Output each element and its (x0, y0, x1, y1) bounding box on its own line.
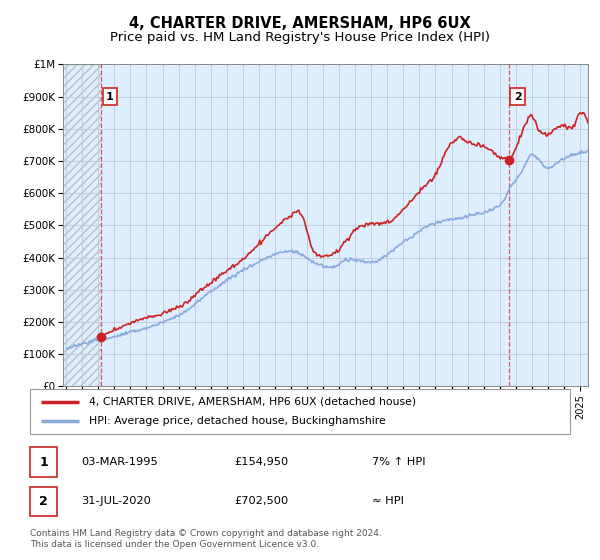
Text: £702,500: £702,500 (234, 496, 288, 506)
Text: HPI: Average price, detached house, Buckinghamshire: HPI: Average price, detached house, Buck… (89, 417, 386, 427)
Text: 7% ↑ HPI: 7% ↑ HPI (372, 457, 425, 467)
Text: Contains HM Land Registry data © Crown copyright and database right 2024.
This d: Contains HM Land Registry data © Crown c… (30, 529, 382, 549)
Text: 2: 2 (514, 92, 521, 101)
Text: 31-JUL-2020: 31-JUL-2020 (81, 496, 151, 506)
Text: 03-MAR-1995: 03-MAR-1995 (81, 457, 158, 467)
Text: 1: 1 (39, 455, 48, 469)
Bar (63, 64, 101, 386)
Text: ≈ HPI: ≈ HPI (372, 496, 404, 506)
Text: Price paid vs. HM Land Registry's House Price Index (HPI): Price paid vs. HM Land Registry's House … (110, 31, 490, 44)
Text: 2: 2 (39, 494, 48, 508)
Text: 4, CHARTER DRIVE, AMERSHAM, HP6 6UX (detached house): 4, CHARTER DRIVE, AMERSHAM, HP6 6UX (det… (89, 396, 416, 407)
Text: £154,950: £154,950 (234, 457, 288, 467)
Text: 4, CHARTER DRIVE, AMERSHAM, HP6 6UX: 4, CHARTER DRIVE, AMERSHAM, HP6 6UX (129, 16, 471, 31)
FancyBboxPatch shape (30, 389, 570, 434)
Text: 1: 1 (106, 92, 113, 101)
